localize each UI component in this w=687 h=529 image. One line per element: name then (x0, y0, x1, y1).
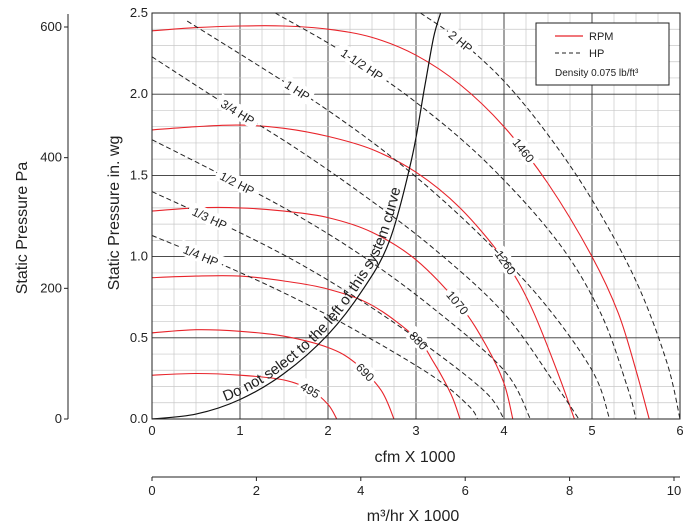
x-tick-label: 6 (676, 423, 683, 438)
hp-3-4-hp-label: 3/4 HP (218, 97, 257, 128)
rpm-1460-label-bg (508, 132, 540, 168)
hp-1-2-hp-label-group: 1/2 HP (213, 165, 262, 200)
legend-rpm-label: RPM (589, 31, 613, 43)
y-tick-label: 1.0 (130, 249, 148, 264)
x-tick-label: 0 (148, 423, 155, 438)
hp-1-2-hp-label: 1/2 HP (218, 169, 257, 198)
y-tick-label: 0.0 (130, 411, 148, 426)
system-curve-label: Do not select to the left of this system… (221, 185, 405, 405)
rpm-1070-label-group: 1070 (441, 285, 475, 320)
hp-2-hp-label-bg (443, 24, 479, 58)
x-tick-label: 1 (236, 423, 243, 438)
rpm-curve-1070 (151, 206, 514, 420)
hp-2-hp-label-group: 2 HP (443, 24, 479, 58)
m3-tick-label: 8 (566, 483, 573, 498)
rpm-curve-690 (151, 329, 395, 420)
pa-tick-label: 200 (40, 280, 62, 295)
legend-box (535, 22, 670, 86)
system-curve-label-path: Do not select to the left of this system… (221, 185, 405, 405)
legend: RPM HP Density 0.075 lb/ft³ (535, 22, 670, 86)
y-tick-label: 0.5 (130, 330, 148, 345)
m3-tick-label: 0 (148, 483, 155, 498)
y-tick-label: 2.5 (130, 5, 148, 20)
y-tick-label: 1.5 (130, 167, 148, 182)
rpm-1460-label-group: 1460 (508, 132, 540, 168)
x-tick-label: 2 (324, 423, 331, 438)
legend-density-label: Density 0.075 lb/ft³ (555, 68, 639, 79)
rpm-curve-1460 (151, 25, 650, 420)
x-tick-label: 3 (412, 423, 419, 438)
rpm-1260-label-bg (490, 244, 522, 280)
rpm-1070-label-bg (441, 285, 475, 320)
rpm-curve-880 (151, 275, 461, 420)
pa-tick-label: 600 (40, 19, 62, 34)
hp-line-1-2-hp (151, 139, 531, 420)
pa-tick-label: 0 (55, 411, 62, 426)
pa-tick-label: 400 (40, 150, 62, 165)
rpm-495-label-bg (295, 376, 326, 403)
m3-tick-label: 2 (253, 483, 260, 498)
hp-line-1-1-2-hp (274, 12, 637, 420)
rpm-690-label-bg (351, 357, 381, 387)
rpm-690-label-group: 690 (351, 357, 381, 387)
hp-1-3-hp-label-group: 1/3 HP (185, 201, 234, 235)
hp-1-hp-label-bg (279, 74, 316, 106)
hp-line-1-hp (186, 20, 611, 420)
hp-line-1-4-hp (151, 235, 479, 420)
x-tick-label: 4 (500, 423, 507, 438)
y-tick-label: 2.0 (130, 86, 148, 101)
rpm-495-label-group: 495 (295, 376, 326, 403)
plot-frame (151, 12, 681, 420)
rpm-curve-495 (151, 372, 338, 420)
m3-axis-title: m³/hr X 1000 (367, 508, 460, 525)
rpm-curve-1260 (151, 124, 575, 420)
pa-axis-title: Static Pressure Pa (14, 162, 31, 295)
x-axis-title: cfm X 1000 (375, 449, 456, 466)
hp-1-4-hp-label-bg (177, 239, 225, 271)
m3-tick-label: 6 (462, 483, 469, 498)
hp-1-hp-label-group: 1 HP (279, 74, 316, 106)
legend-hp-label: HP (589, 48, 604, 60)
x-tick-label: 5 (588, 423, 595, 438)
hp-1-1-2-hp-label-bg (333, 41, 392, 87)
tick-labels: 0 1 2 3 4 5 6 0.0 0.5 1.0 1.5 2.0 2.5 0 200 400 600 0 2 4 6 8… (40, 5, 683, 525)
hp-1-2-hp-label-bg (213, 165, 262, 200)
hp-1-3-hp-label-bg (185, 201, 234, 235)
hp-1-1-2-hp-label-group: 1-1/2 HP (333, 41, 392, 87)
m3-tick-label: 4 (357, 483, 364, 498)
hp-3-4-hp-label-bg (214, 93, 262, 130)
y-axis-title: Static Pressure in. wg (106, 136, 123, 291)
m3-tick-label: 10 (667, 483, 681, 498)
system-curve (151, 12, 442, 420)
hp-1-4-hp-label: 1/4 HP (181, 243, 220, 270)
plot-border (151, 12, 681, 420)
